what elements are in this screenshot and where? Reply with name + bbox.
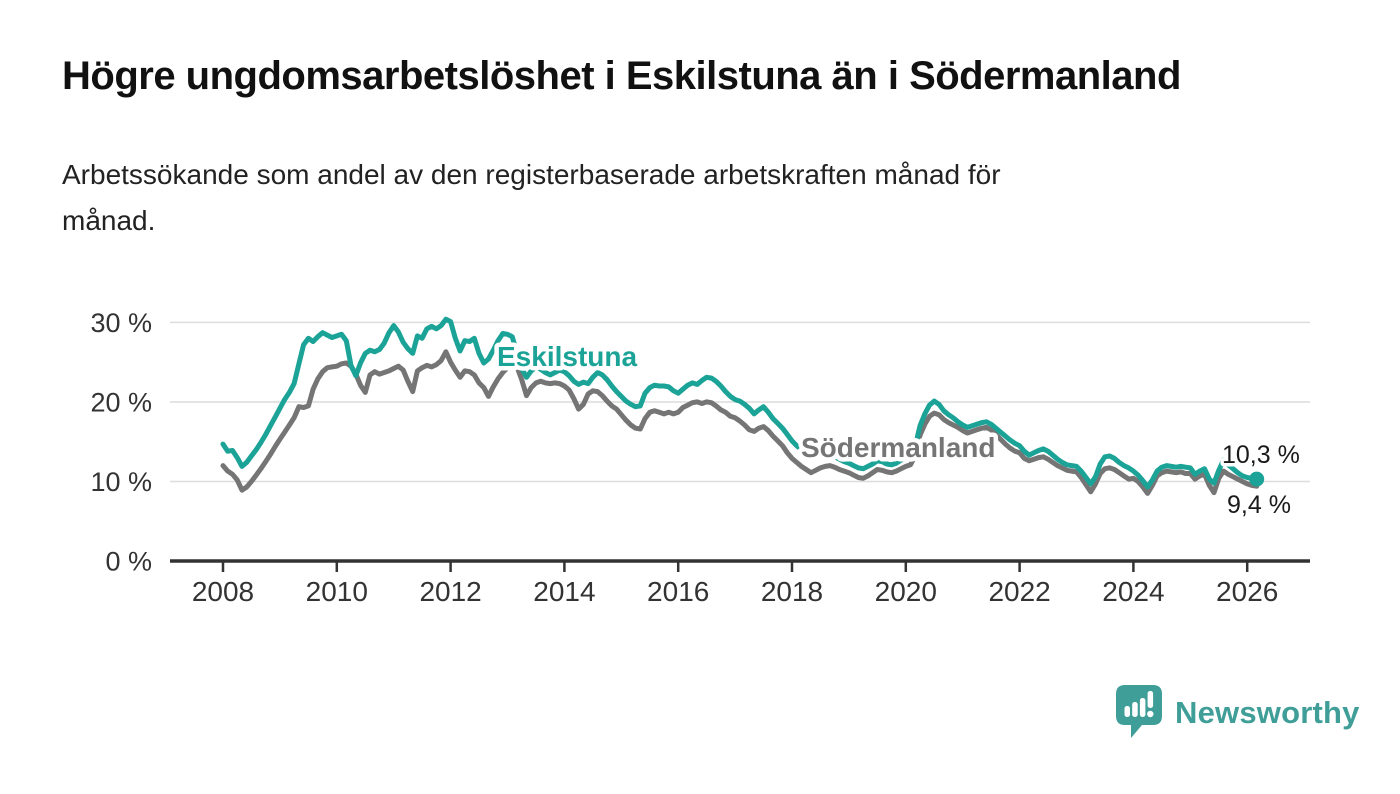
series-line-eskilstuna [220, 316, 1260, 490]
newsworthy-logo: Newsworthy [1115, 684, 1360, 742]
chart-subtitle-line2: månad. [62, 205, 156, 236]
end-value-label-sodermanland: 9,4 % [1227, 491, 1291, 519]
x-tick-label-2016: 2016 [647, 576, 709, 607]
end-value-label-eskilstuna: 10,3 % [1222, 441, 1300, 469]
series-label-sodermanland: Södermanland [801, 432, 995, 463]
newsworthy-logo-icon [1116, 685, 1162, 738]
series-line-sodermanland [220, 349, 1260, 496]
x-tick-label-2018: 2018 [761, 576, 823, 607]
x-tick-label-2010: 2010 [306, 576, 368, 607]
y-tick-label-0: 0 % [105, 546, 152, 576]
x-tick-label-2014: 2014 [533, 576, 595, 607]
x-tick-label-2022: 2022 [988, 576, 1050, 607]
x-tick-label-2026: 2026 [1216, 576, 1278, 607]
brand-name: Newsworthy [1175, 695, 1360, 730]
chart-subtitle: Arbetssökande som andel av den registerb… [62, 152, 1001, 244]
chart-title: Högre ungdomsarbetslöshet i Eskilstuna ä… [62, 54, 1181, 98]
x-tick-label-2024: 2024 [1102, 576, 1164, 607]
series-label-eskilstuna: Eskilstuna [497, 341, 637, 372]
x-tick-label-2012: 2012 [419, 576, 481, 607]
series-end-dot-eskilstuna [1249, 471, 1265, 487]
x-tick-label-2020: 2020 [875, 576, 937, 607]
x-tick-label-2008: 2008 [192, 576, 254, 607]
y-tick-label-10: 10 % [90, 467, 152, 497]
y-tick-label-30: 30 % [90, 308, 152, 338]
chart-subtitle-line1: Arbetssökande som andel av den registerb… [62, 159, 1001, 190]
y-tick-label-20: 20 % [90, 387, 152, 417]
